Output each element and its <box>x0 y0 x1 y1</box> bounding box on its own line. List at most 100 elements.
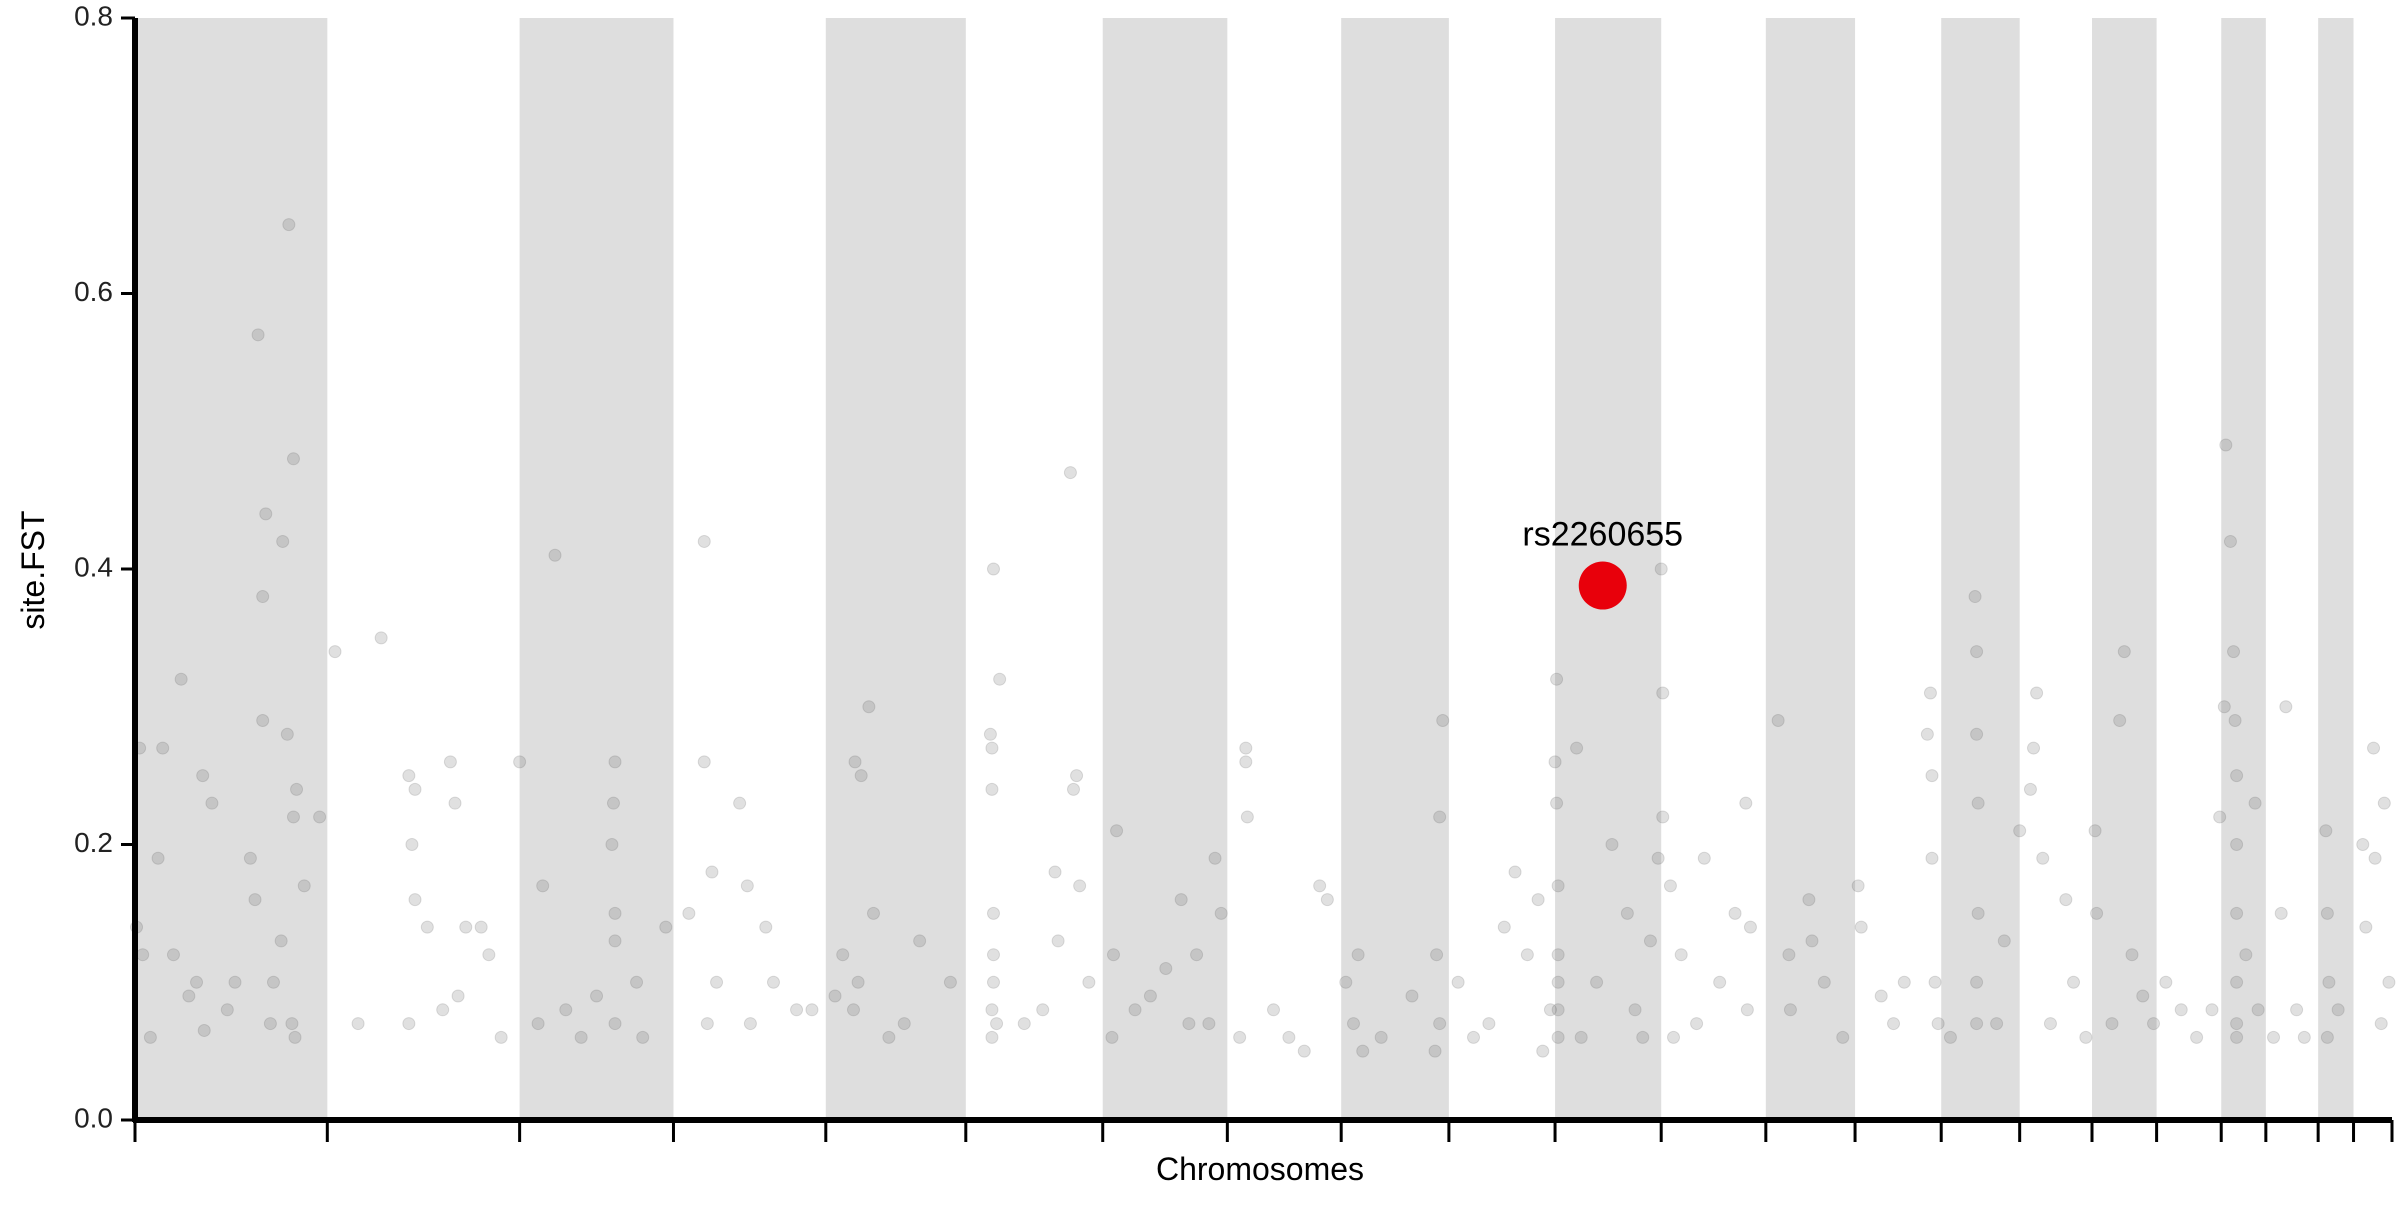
point <box>862 700 876 714</box>
point <box>2159 975 2173 989</box>
y-axis-title: site.FST <box>15 510 51 629</box>
point <box>1508 865 1522 879</box>
point <box>405 838 419 851</box>
point <box>705 865 719 879</box>
point <box>197 1023 211 1037</box>
point <box>548 548 562 562</box>
chromosome-band <box>2318 18 2354 1120</box>
point <box>1968 590 1982 604</box>
point <box>313 810 327 824</box>
point <box>636 1030 650 1044</box>
point <box>854 769 868 783</box>
point <box>2079 1030 2093 1044</box>
point <box>1943 1030 1957 1044</box>
point <box>151 851 165 865</box>
point <box>2356 838 2370 851</box>
point <box>408 893 422 907</box>
point <box>1654 562 1668 576</box>
point <box>1551 879 1565 893</box>
highlight-point <box>1578 561 1627 610</box>
point <box>897 1017 911 1031</box>
point <box>482 948 496 962</box>
point <box>1110 824 1124 838</box>
point <box>420 920 434 934</box>
point <box>1971 796 1985 810</box>
point <box>285 1017 299 1031</box>
point <box>630 975 644 989</box>
point <box>805 1003 819 1017</box>
chromosome-bands <box>135 18 2354 1120</box>
point <box>2174 1003 2188 1017</box>
point <box>2228 714 2242 728</box>
point <box>710 975 724 989</box>
point <box>1159 961 1173 975</box>
point <box>1208 851 1222 865</box>
point <box>1643 934 1657 948</box>
point <box>2230 1030 2244 1044</box>
point <box>2359 920 2373 934</box>
point <box>2319 824 2333 838</box>
point <box>1740 1003 1754 1017</box>
point <box>2147 1017 2161 1031</box>
point <box>1233 1030 1247 1044</box>
point <box>2322 975 2336 989</box>
point <box>2227 645 2241 659</box>
point <box>2027 741 2041 755</box>
point <box>913 934 927 948</box>
chromosome-band <box>1102 18 1228 1120</box>
point <box>1048 865 1062 879</box>
y-tick-label: 0.0 <box>74 1102 113 1133</box>
point <box>531 1017 545 1031</box>
point <box>1923 686 1937 700</box>
point <box>1743 920 1757 934</box>
point <box>2088 824 2102 838</box>
point <box>259 507 273 521</box>
point <box>851 975 865 989</box>
point <box>1920 727 1934 741</box>
point <box>1543 1003 1557 1017</box>
point <box>1674 948 1688 962</box>
point <box>1636 1030 1650 1044</box>
point <box>451 989 465 1003</box>
point <box>251 328 265 342</box>
point <box>1214 906 1228 920</box>
point <box>1620 906 1634 920</box>
point <box>1997 934 2011 948</box>
point <box>459 920 473 934</box>
point <box>1467 1030 1481 1044</box>
point <box>608 1017 622 1031</box>
point <box>1550 796 1564 810</box>
point <box>276 534 290 548</box>
point <box>1066 782 1080 796</box>
point <box>328 645 342 659</box>
point <box>1128 1003 1142 1017</box>
point <box>2205 1003 2219 1017</box>
point <box>2248 796 2262 810</box>
point <box>1550 672 1564 686</box>
point <box>2036 851 2050 865</box>
point <box>190 975 204 989</box>
point <box>1931 1017 1945 1031</box>
point <box>1656 810 1670 824</box>
point <box>1783 1003 1797 1017</box>
point <box>1854 920 1868 934</box>
point <box>1320 893 1334 907</box>
point <box>2230 906 2244 920</box>
point <box>256 714 270 728</box>
point <box>766 975 780 989</box>
highlight-label: rs2260655 <box>1522 516 1683 554</box>
point <box>263 1017 277 1031</box>
points: rs2260655 <box>130 218 2396 1058</box>
point <box>1174 893 1188 907</box>
point <box>986 562 1000 576</box>
point <box>1851 879 1865 893</box>
point <box>1430 948 1444 962</box>
y-tick-label: 0.8 <box>74 0 113 31</box>
point <box>2230 975 2244 989</box>
y-tick-label: 0.6 <box>74 276 113 307</box>
point <box>402 1017 416 1031</box>
point <box>1970 727 1984 741</box>
point <box>136 948 150 962</box>
point <box>220 1003 234 1017</box>
